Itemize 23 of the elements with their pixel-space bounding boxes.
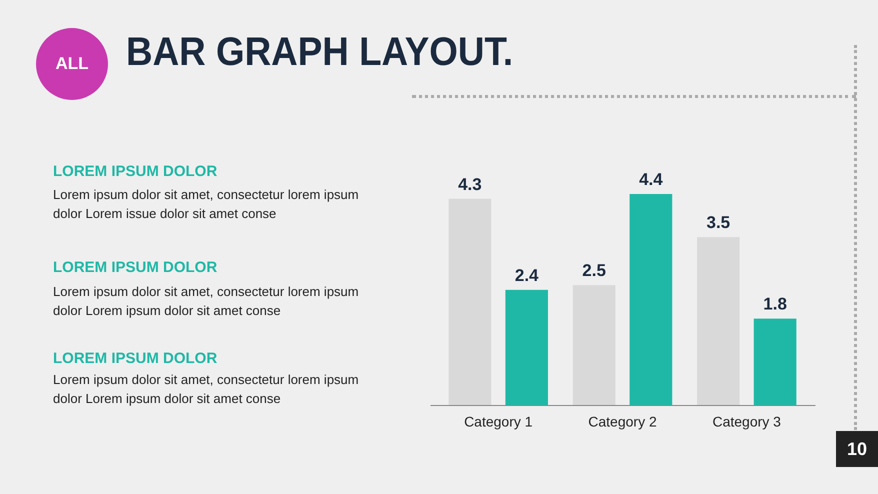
data-label: 3.5 — [706, 213, 730, 232]
bar — [572, 285, 616, 405]
data-label: 4.4 — [639, 170, 664, 189]
text: Lorem ipsum dolor sit amet, consectetur lorem ipsum dolor Lorem ipsum dolor sit amet conse — [53, 283, 360, 320]
x-tick-label: Category 2 — [588, 414, 657, 430]
chart-title: BAR GRAPH LAYOUT. — [126, 30, 514, 75]
bar — [505, 290, 548, 405]
bar — [754, 318, 796, 405]
data-label: 4.3 — [458, 174, 482, 194]
data-label: 2.4 — [514, 266, 540, 285]
data-label: 2.5 — [582, 261, 606, 280]
text: LOREM IPSUM DOLOR — [53, 350, 218, 367]
bar — [630, 194, 672, 405]
text: LOREM IPSUM DOLOR — [53, 259, 218, 276]
data-label: 1.8 — [763, 294, 787, 314]
text: 10 — [836, 431, 878, 467]
text: Lorem ipsum dolor sit amet, consectetur lorem ipsum dolor Lorem ipsum dolor sit amet conse — [53, 371, 360, 408]
bar — [448, 198, 492, 405]
x-tick-label: Category 1 — [464, 414, 533, 430]
x-tick-label: Category 3 — [712, 414, 782, 430]
text: LOREM IPSUM DOLOR — [53, 163, 218, 180]
bar — [697, 237, 740, 405]
text: Lorem ipsum dolor sit amet, consectetur lorem ipsum dolor Lorem issue dolor sit amet conse — [53, 186, 360, 223]
